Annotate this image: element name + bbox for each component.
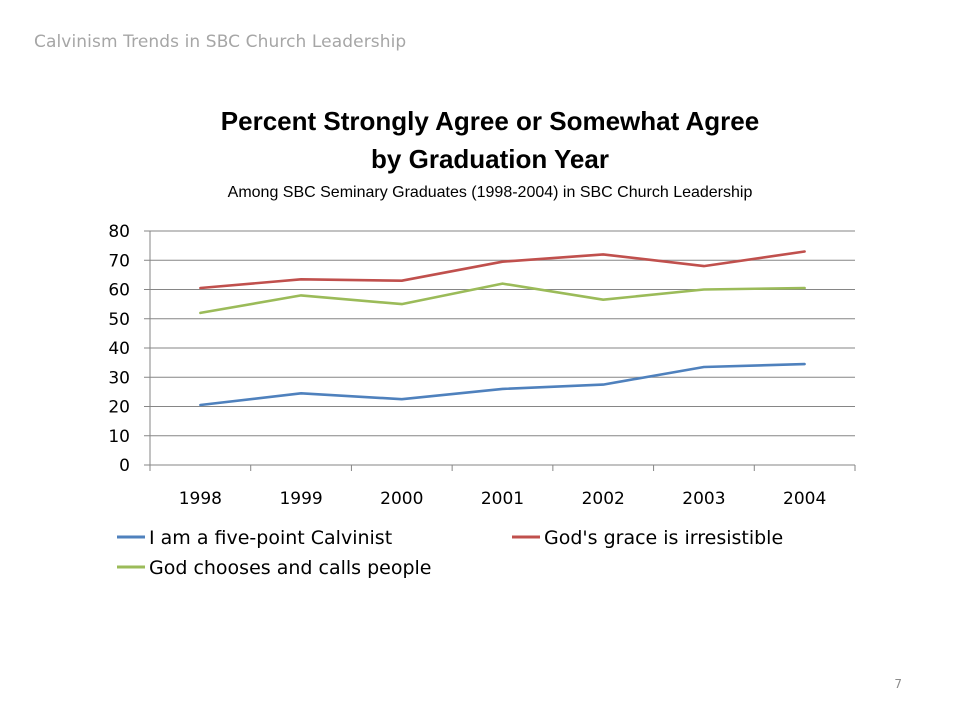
y-tick-label: 80: [108, 222, 130, 242]
y-tick-label: 70: [108, 251, 130, 271]
y-tick-label: 20: [108, 398, 130, 418]
x-tick-label: 2002: [582, 489, 625, 509]
y-tick-label: 50: [108, 310, 130, 330]
legend-label: I am a five-point Calvinist: [149, 527, 392, 549]
chart-title-line-2: by Graduation Year: [371, 144, 609, 174]
y-tick-label: 60: [108, 281, 130, 301]
x-tick-label: 1999: [279, 489, 322, 509]
chart-subtitle: Among SBC Seminary Graduates (1998-2004)…: [227, 184, 753, 201]
y-tick-label: 30: [108, 368, 130, 388]
y-tick-label: 0: [119, 456, 130, 476]
series-line: [199, 362, 806, 407]
chart-title-line-1: Percent Strongly Agree or Somewhat Agree: [220, 106, 760, 136]
page-number: 7: [894, 677, 902, 691]
x-tick-label: 2001: [481, 489, 524, 509]
y-tick-label: 40: [108, 339, 130, 359]
series-line: [199, 282, 806, 315]
x-tick-label: 2004: [783, 489, 826, 509]
series-line: [199, 250, 806, 290]
legend-label: God chooses and calls people: [149, 557, 432, 579]
y-tick-label: 10: [108, 427, 130, 447]
x-tick-label: 2003: [682, 489, 725, 509]
x-tick-label: 2000: [380, 489, 423, 509]
legend-label: God's grace is irresistible: [544, 527, 783, 549]
x-tick-label: 1998: [179, 489, 222, 509]
slide-header: Calvinism Trends in SBC Church Leadershi…: [34, 32, 407, 52]
